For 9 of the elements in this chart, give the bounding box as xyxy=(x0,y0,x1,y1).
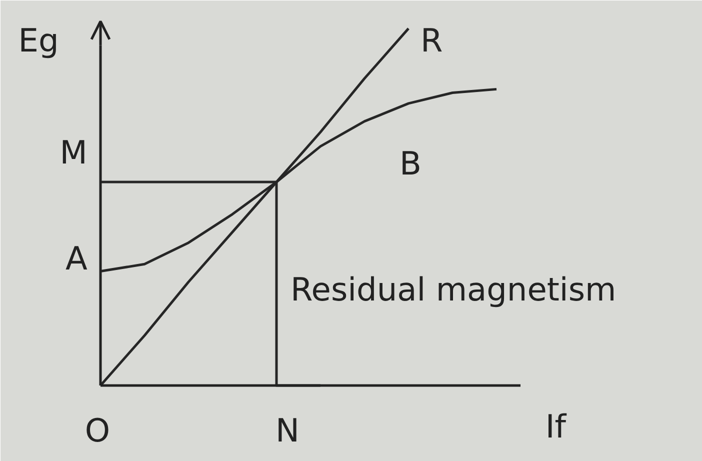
text: N xyxy=(276,412,300,450)
text: O xyxy=(84,412,110,450)
x-axis-title: If xyxy=(545,408,567,446)
text: A xyxy=(66,240,88,278)
annotation: B xyxy=(400,144,422,182)
y-axis-title: Eg xyxy=(18,21,59,60)
text: M xyxy=(60,134,88,172)
series-label: R xyxy=(420,22,443,60)
annotation: Residual magnetism xyxy=(290,270,616,308)
